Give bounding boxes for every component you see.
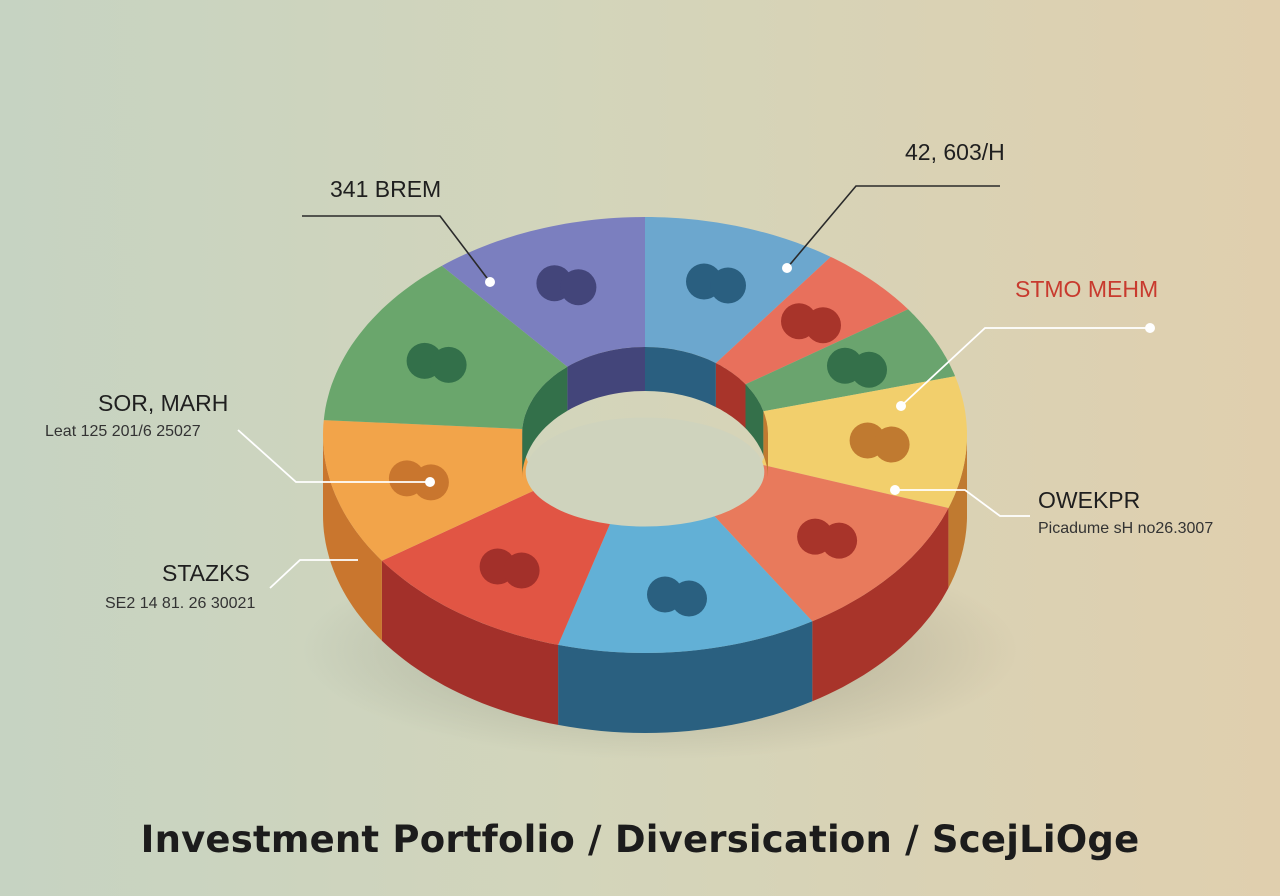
segment-markers [388,263,910,617]
segment-side-5 [558,621,813,733]
label-sor-marh: SOR, MARH [98,390,228,416]
donut-tops [323,217,967,653]
marker-lobe-b-4 [821,522,858,559]
endpoint-sor-marh [425,477,435,487]
leader-line-341-brem [302,215,491,283]
segment-marker-9 [536,265,597,306]
donut-hole [525,417,765,527]
leader-line-42-603h [786,185,1000,269]
segment-inner-8-1 [522,366,568,473]
endpoint-owekpr [890,485,900,495]
marker-lobe-b-3 [873,426,910,463]
segment-inner-1-0 [715,363,746,429]
segment-marker-0 [686,263,746,304]
segment-marker-6 [479,548,540,589]
leader-line-stmo-mehm [900,327,1150,407]
endpoint-42-603h [782,263,792,273]
leader-endpoints [425,263,1155,495]
label-owekpr: OWEKPR [1038,487,1140,513]
marker-lobe-b-5 [671,580,707,617]
marker-lobe-b-6 [503,552,540,589]
segment-side-3 [948,435,967,588]
endpoint-stmo-mehm-inner [896,401,906,411]
endpoint-341-brem [485,277,495,287]
segment-side-7 [323,435,382,641]
label-42-603h: 42, 603/H [905,139,1005,165]
leader-lines [302,185,1000,283]
label-owekpr-sub: Picadume sH no26.3007 [1038,520,1213,537]
leader-line-sor-marh [237,429,430,483]
donut-sides [323,435,967,733]
segment-inner-0-0 [645,347,716,408]
segment-marker-5 [647,576,707,617]
endpoint-stmo-mehm [1145,323,1155,333]
marker-lobe-b-8 [430,346,467,383]
segment-marker-4 [797,518,858,559]
leader-lines-light [237,327,1150,589]
label-stazks: STAZKS [162,560,250,586]
segment-side-6 [381,560,559,725]
donut-inner-wall [522,347,768,527]
leader-line-owekpr [895,489,1030,517]
segment-marker-8 [406,342,467,383]
segment-inner-3-0 [763,411,768,479]
segment-inner-9-1 [567,347,645,411]
label-stazks-sub: SE2 14 81. 26 30021 [105,595,255,612]
marker-lobe-b-9 [560,269,597,306]
marker-lobe-b-2 [851,351,887,388]
segment-side-4 [812,508,949,702]
segment-marker-1 [781,303,841,344]
chart-title: Investment Portfolio / Diversication / S… [140,818,1140,861]
marker-lobe-b-0 [710,267,746,304]
segment-marker-3 [849,422,910,463]
segment-inner-2-0 [745,384,764,456]
segment-marker-2 [827,347,887,388]
marker-lobe-b-1 [805,307,841,344]
label-341-brem: 341 BREM [330,176,441,202]
label-stmo-mehm: STMO MEHM [1015,276,1158,302]
leader-line-stazks [269,559,358,589]
label-sor-marh-sub: Leat 125 201/6 25027 [45,423,201,440]
